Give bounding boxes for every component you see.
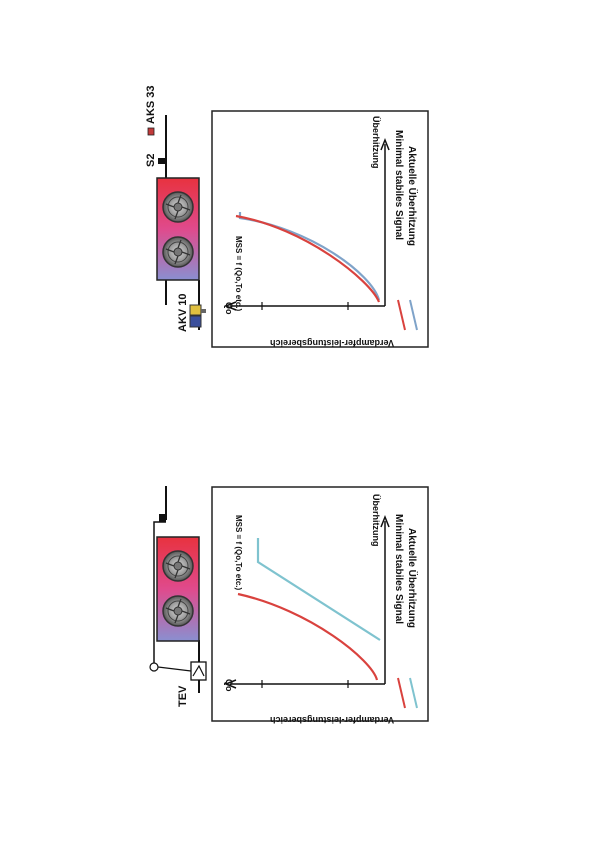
fan-icon [162, 236, 194, 268]
tev-formula: MSS = f (Qo,To etc.) [234, 515, 243, 591]
tev-valve-icon [190, 661, 207, 681]
tev-legend-superheat: Aktuelle Überhitzung [406, 528, 419, 628]
tev-superheat-line [256, 538, 381, 641]
tev-axes [223, 514, 390, 689]
akv-mss-curve [235, 214, 381, 303]
x-axis-arrow-icon [380, 137, 390, 151]
akv-q-symbol: Qo [224, 302, 234, 315]
tev-capillary-link [157, 666, 192, 672]
akv-legend-mss: Minimal stabiles Signal [393, 130, 404, 240]
akv-axes [223, 137, 390, 311]
y-axis-arrow-icon [223, 679, 237, 689]
akv-valve-icon [189, 304, 206, 328]
tev-legend-mss-swatch [397, 677, 406, 709]
tev-legend-superheat-swatch [409, 677, 418, 709]
tev-legend-mss: Minimal stabiles Signal [393, 514, 404, 624]
akv-superheat-curve [238, 212, 381, 301]
tev-evaporator [156, 536, 200, 642]
tev-mss-curve [237, 592, 379, 681]
tev-capillary-loop-icon [149, 662, 159, 672]
tev-system-diagram: TEV MSS = f (Qo,To etc.) Qo Überhitzung … [149, 486, 429, 725]
tev-chart-frame [211, 486, 429, 722]
akv-legend-superheat-swatch [409, 299, 418, 331]
akv-evaporator [156, 177, 200, 281]
akv-system-diagram: S2 AKS 33 AKV 10 MSS = f (Qo,To etc.) Qo… [145, 85, 429, 348]
akv-y-axis-label: Verdampfer-leistungsbereich [270, 338, 394, 348]
aks-label: AKS 33 [145, 85, 157, 124]
s2-sensor-icon [158, 158, 165, 164]
fan-icon [162, 550, 194, 582]
fan-icon [162, 595, 194, 627]
tev-q-symbol: Qo [224, 679, 234, 692]
tev-capillary-tube [153, 521, 166, 663]
y-axis-arrow-icon [223, 301, 237, 311]
tev-device-label: TEV [177, 685, 189, 707]
akv-x-axis-label: Überhitzung [371, 116, 381, 169]
tev-y-axis-label: Verdampfer-leistungsbereich [270, 715, 394, 725]
x-axis-arrow-icon [380, 514, 390, 528]
tev-x-axis-label: Überhitzung [371, 494, 381, 547]
akv-device-label: AKV 10 [177, 293, 189, 332]
akv-legend-mss-swatch [397, 299, 406, 331]
fan-icon [162, 191, 194, 223]
akv-legend-superheat: Aktuelle Überhitzung [406, 146, 419, 246]
akv-chart-frame [211, 110, 429, 348]
akv-formula: MSS = f (Qo,To etc.) [234, 236, 243, 312]
aks-sensor-icon [147, 127, 155, 136]
s2-label: S2 [145, 154, 157, 167]
tev-bulb-icon [159, 514, 166, 522]
